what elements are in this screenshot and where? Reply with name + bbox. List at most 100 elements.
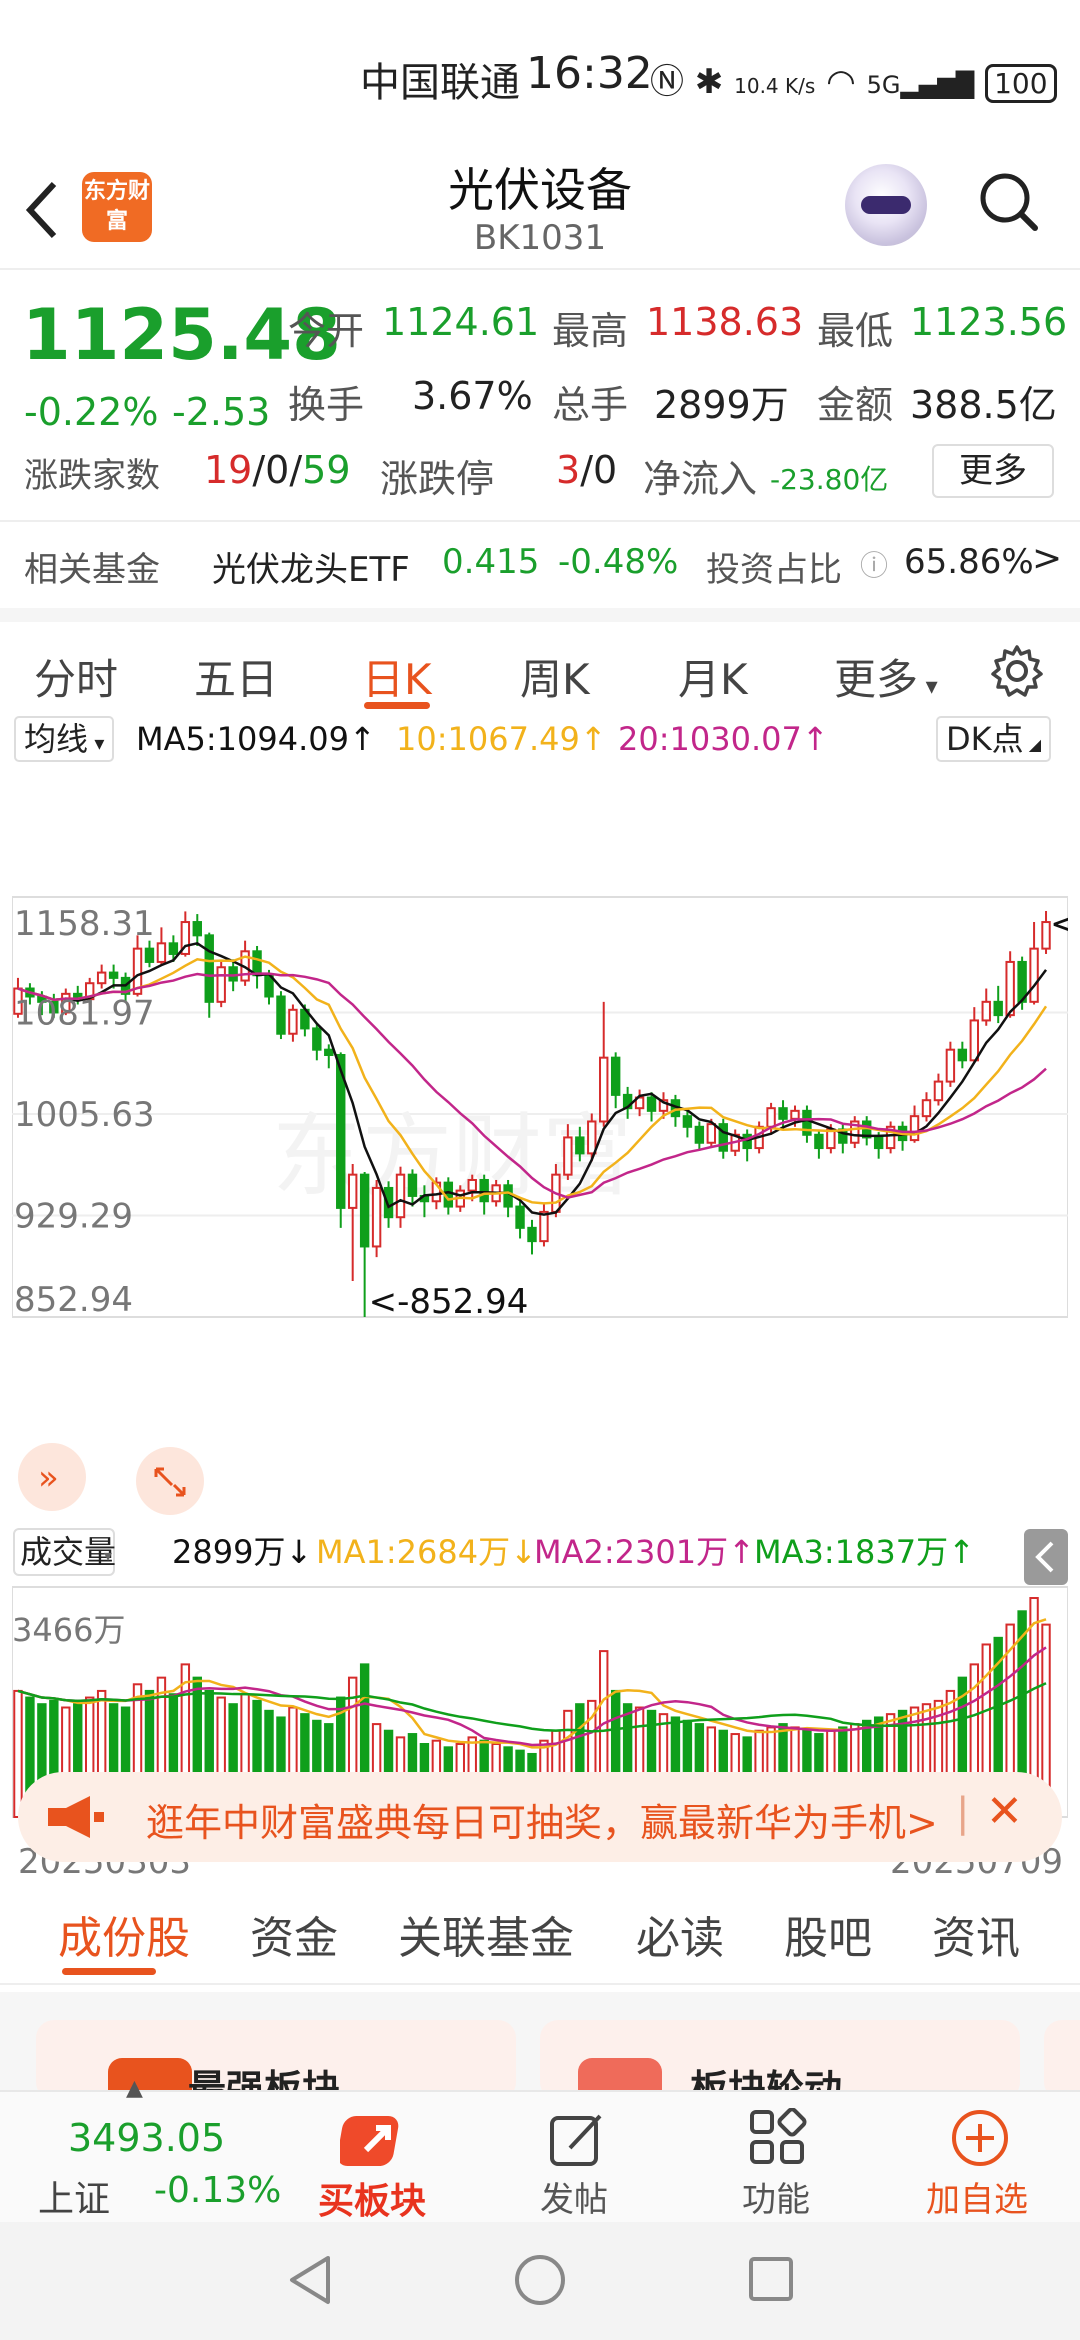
tab-must-read[interactable]: 必读 xyxy=(636,1913,724,1964)
turnover-value: 3.67% xyxy=(412,374,533,418)
candle xyxy=(682,1115,693,1128)
candle xyxy=(993,1000,1003,1017)
candle xyxy=(885,1125,896,1150)
volume-selector[interactable] xyxy=(13,1528,115,1576)
candle xyxy=(718,1123,728,1152)
index-name[interactable]: 上证 xyxy=(38,2179,111,2220)
post-label[interactable]: 发帖 xyxy=(540,2180,608,2220)
post-edit-icon[interactable] xyxy=(548,2110,608,2170)
more-button[interactable]: 更多 xyxy=(932,444,1054,498)
candle xyxy=(610,1056,621,1096)
related-fund-row[interactable]: 相关基金 光伏龙头ETF 0.415 -0.48% 投资占比 ⓘ 65.86% … xyxy=(0,520,1080,605)
candle xyxy=(587,1120,597,1155)
sector-code: BK1031 xyxy=(473,218,607,258)
open-label: 今开 xyxy=(288,309,365,353)
index-change[interactable]: -0.13% xyxy=(154,2170,282,2211)
tab-five-day[interactable]: 五日 xyxy=(194,655,279,704)
candle xyxy=(539,1210,549,1243)
ma-legend: 均线 ▾ MA5:1094.09↑ 10:1067.49↑ 20:1030.07… xyxy=(0,712,1080,768)
gear-icon[interactable] xyxy=(990,644,1044,698)
candle xyxy=(359,1173,370,1248)
tab-daily-k[interactable]: 日K xyxy=(362,655,432,704)
candle xyxy=(909,1115,920,1142)
tab-funds-flow[interactable]: 资金 xyxy=(250,1913,338,1964)
candle xyxy=(96,971,107,985)
candle xyxy=(192,921,202,937)
fullscreen-icon[interactable] xyxy=(136,1447,204,1515)
chevron-right-icon[interactable]: > xyxy=(1032,538,1063,579)
candle xyxy=(742,1133,752,1150)
candle xyxy=(921,1099,932,1118)
tab-more[interactable]: 更多 ▾ xyxy=(834,655,938,704)
buy-sector-label[interactable]: 买板块 xyxy=(318,2181,427,2222)
active-tab-underline xyxy=(364,702,430,709)
candle xyxy=(252,950,262,977)
candle xyxy=(156,942,167,963)
help-icon[interactable]: ⓘ xyxy=(860,549,889,582)
candle xyxy=(479,1178,489,1203)
inflow-value: -23.80亿 xyxy=(770,463,889,496)
updown-label: 涨跌家数 xyxy=(24,456,160,496)
function-label[interactable]: 功能 xyxy=(742,2180,810,2220)
active-tab-underline xyxy=(62,1968,156,1975)
open-value: 1124.61 xyxy=(382,300,540,344)
content-tabs: 成份股 资金 关联基金 必读 股吧 资讯 xyxy=(0,1880,1080,1985)
min-price-label: <-852.94 xyxy=(369,1282,529,1322)
tab-news[interactable]: 资讯 xyxy=(932,1913,1020,1964)
status-bar: 中国联通 16:32 Ⓝ ✱ 10.4 K/s ◠ 5G▂▄▆█ 100 xyxy=(0,0,1080,150)
card-strongest-sector[interactable]: 最强板块 xyxy=(36,2020,516,2100)
high-value: 1138.63 xyxy=(646,300,804,344)
svg-text:▾: ▾ xyxy=(104,1546,112,1565)
close-icon[interactable]: ✕ xyxy=(986,1786,1023,1837)
candle xyxy=(407,1173,418,1197)
add-watchlist-label[interactable]: 加自选 xyxy=(926,2180,1028,2220)
fund-change: -0.48% xyxy=(558,542,679,582)
index-value[interactable]: 3493.05 xyxy=(68,2116,226,2160)
indicator-selector[interactable]: 均线 ▾ xyxy=(14,716,115,762)
candle xyxy=(204,934,214,1003)
tab-forum[interactable]: 股吧 xyxy=(784,1913,872,1964)
back-arrow-icon[interactable] xyxy=(22,180,62,240)
function-grid-icon[interactable] xyxy=(748,2108,808,2168)
vol-ma3-line xyxy=(17,1682,1047,1733)
buy-sector-icon[interactable] xyxy=(340,2106,416,2172)
nav-home-icon[interactable] xyxy=(512,2252,568,2308)
tab-components[interactable]: 成份股 xyxy=(58,1913,190,1964)
nav-back-icon[interactable] xyxy=(284,2252,334,2308)
candle xyxy=(945,1048,956,1083)
volume-value: 2899万↓ xyxy=(172,1533,312,1571)
volume-legend: 成交量 ▾ 2899万↓ MA1:2684万↓ MA2:2301万↑ MA3:1… xyxy=(13,1528,975,1576)
candle xyxy=(515,1205,525,1229)
search-icon[interactable] xyxy=(977,170,1039,232)
caret-up-icon: ▲ xyxy=(126,2076,143,2101)
promo-banner[interactable]: 逛年中财富盛典每日可抽奖，赢最新华为手机> | ✕ xyxy=(18,1772,1062,1862)
nfc-icon: Ⓝ xyxy=(650,62,684,102)
tab-weekly-k[interactable]: 周K xyxy=(520,655,590,704)
candle xyxy=(790,1109,800,1120)
ma20-line xyxy=(17,972,1047,1199)
feature-cards: 最强板块 板块轮动 xyxy=(0,1992,1080,2100)
dk-point-button[interactable]: DK点 ◢ xyxy=(936,716,1052,762)
ma-lines xyxy=(17,941,1048,1216)
candle xyxy=(706,1123,717,1144)
candle xyxy=(981,1000,991,1022)
candle xyxy=(766,1107,776,1128)
tab-monthly-k[interactable]: 月K xyxy=(678,655,748,704)
candle xyxy=(216,966,226,1003)
card-partial[interactable] xyxy=(1044,2020,1080,2100)
vol-ma1: MA1:2684万↓ xyxy=(316,1533,537,1571)
collapse-arrow-icon[interactable] xyxy=(1024,1529,1068,1585)
card-sector-rotation[interactable]: 板块轮动 xyxy=(540,2020,1020,2100)
tab-related-funds[interactable]: 关联基金 xyxy=(398,1913,574,1964)
add-watchlist-icon[interactable] xyxy=(950,2108,1010,2168)
candle xyxy=(371,1186,382,1248)
price-frame xyxy=(12,896,1068,1318)
tab-intraday[interactable]: 分时 xyxy=(34,655,119,704)
nav-recent-apps-icon[interactable] xyxy=(746,2254,796,2304)
expand-arrow-icon[interactable]: » xyxy=(18,1443,86,1511)
candle xyxy=(1029,947,1039,1003)
clock: 16:32 xyxy=(526,48,653,99)
candle xyxy=(108,971,119,979)
y-tick-label: 852.94 xyxy=(14,1280,133,1320)
assistant-robot-icon[interactable] xyxy=(845,164,927,246)
